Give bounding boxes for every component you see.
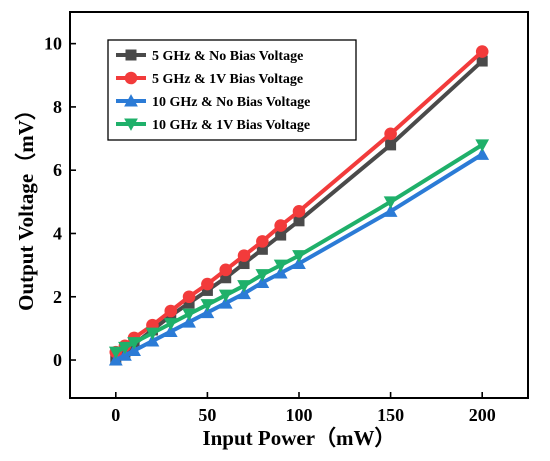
data-point [200,299,215,312]
legend-box [107,39,357,141]
data-point [201,277,214,291]
x-tick-label: 0 [111,405,120,425]
legend-item: 5 GHz & No Bias Voltage [116,49,303,64]
y-tick-label: 0 [53,350,62,370]
data-point [182,315,196,328]
legend: 5 GHz & No Bias Voltage 5 GHz & 1V Bias V… [107,39,357,141]
data-point [475,139,490,152]
legend-label: 5 GHz & 1V Bias Voltage [152,72,303,87]
y-tick-label: 6 [53,160,62,180]
data-point [273,266,288,279]
series-3 [108,147,490,366]
data-point [200,305,215,319]
data-point [292,250,306,263]
data-point [220,272,232,284]
y-tick-label: 4 [53,223,62,243]
data-point [164,304,178,318]
x-axis-ticks: 0 50 100 150 200 [111,392,496,425]
y-axis-label: Output Voltage（mV） [14,99,38,311]
data-point [145,327,160,341]
legend-label: 10 GHz & 1V Bias Voltage [152,118,310,133]
legend-item: 10 GHz & No Bias Voltage [116,94,310,110]
legend-marker [124,71,138,85]
y-tick-label: 2 [53,287,62,307]
data-point [255,269,270,282]
data-point [256,235,269,248]
data-point [275,229,287,241]
legend-marker [125,49,137,61]
data-point [218,296,233,309]
data-point [384,127,397,141]
data-point [383,204,398,217]
data-point [108,346,123,359]
plot-area [108,45,490,366]
data-point [476,55,488,67]
data-point [218,289,233,303]
legend-marker [124,94,138,107]
series-4 [108,139,490,359]
data-point [273,259,288,272]
data-point [127,343,141,357]
data-point [145,334,160,347]
y-tick-label: 8 [53,97,62,117]
legend-item: 5 GHz & 1V Bias Voltage [116,71,303,87]
x-tick-label: 200 [469,405,496,425]
data-point [293,215,305,227]
data-point [183,297,195,309]
data-point [238,258,250,270]
data-point [118,348,132,361]
data-point [237,249,251,262]
legend-label: 5 GHz & No Bias Voltage [152,49,303,64]
data-point [182,290,196,304]
data-point [118,341,132,355]
data-point [163,318,178,331]
data-point [274,219,287,232]
data-point [292,205,306,218]
x-tick-label: 150 [377,405,404,425]
legend-item: 10 GHz & 1V Bias Voltage [116,118,310,133]
data-point [385,139,397,151]
legend-label: 10 GHz & No Bias Voltage [152,95,310,110]
data-point [108,353,123,366]
data-point [475,45,489,58]
y-tick-label: 10 [44,34,62,54]
data-point [237,286,251,300]
data-point [237,280,251,293]
data-point [383,196,398,209]
data-point [163,324,178,338]
x-tick-label: 50 [198,405,216,425]
data-point [292,256,306,270]
data-point [127,337,141,350]
data-point [255,275,270,289]
data-point [256,243,268,255]
data-point [201,284,213,296]
data-point [182,308,196,322]
legend-marker [124,118,138,131]
x-axis-label: Input Power（mW） [202,426,395,450]
data-point [219,263,233,277]
y-axis-ticks: 0 2 4 6 8 10 [44,34,76,370]
x-tick-label: 100 [286,405,313,425]
data-point [475,147,490,160]
